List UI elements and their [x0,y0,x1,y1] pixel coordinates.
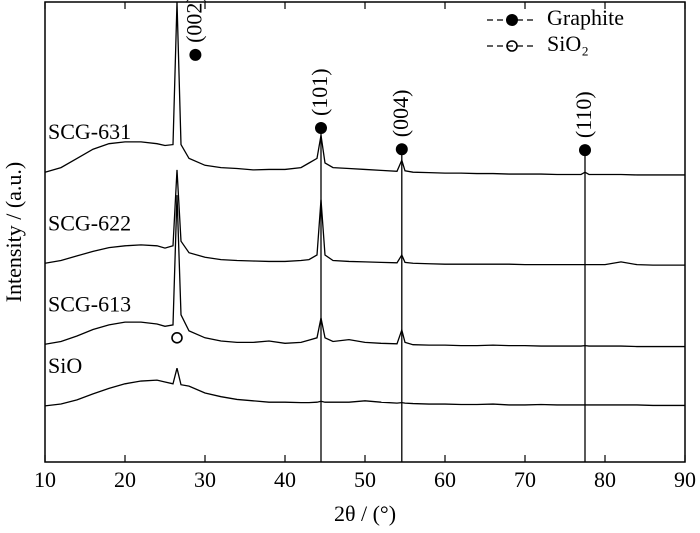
peak-label: (004) [388,90,413,138]
legend-label: SiO₂ [547,31,589,56]
x-tick-label: 80 [594,467,616,492]
x-axis-label: 2θ / (°) [334,501,396,526]
series-label: SiO [48,353,82,378]
series-label: SCG-622 [48,210,131,235]
series-line [44,367,685,407]
peak-marker [395,143,408,156]
x-tick-label: 90 [674,467,696,492]
peak-label: (101) [307,68,332,116]
series-label: SCG-613 [48,291,131,316]
legend-marker [506,14,518,26]
peak-marker [189,48,202,61]
legend-label: Graphite [547,5,624,30]
x-tick-label: 30 [194,467,216,492]
x-tick-label: 70 [514,467,536,492]
peak-marker [171,331,183,344]
peak-label: (110) [571,91,596,138]
peak-label: (002) [181,0,206,43]
series-label: SCG-631 [48,119,131,144]
x-tick-label: 60 [434,467,456,492]
peak-marker [315,122,327,135]
legend-marker [506,40,518,52]
x-tick-label: 20 [114,467,136,492]
x-tick-label: 40 [274,467,296,492]
plot-frame [44,1,686,463]
x-tick-label: 50 [354,467,376,492]
series-line [44,169,685,266]
y-axis-label: Intensity / (a.u.) [1,162,26,303]
series-line [44,195,685,348]
peak-marker [579,144,591,157]
x-tick-label: 10 [34,467,56,492]
series-line [44,1,685,176]
